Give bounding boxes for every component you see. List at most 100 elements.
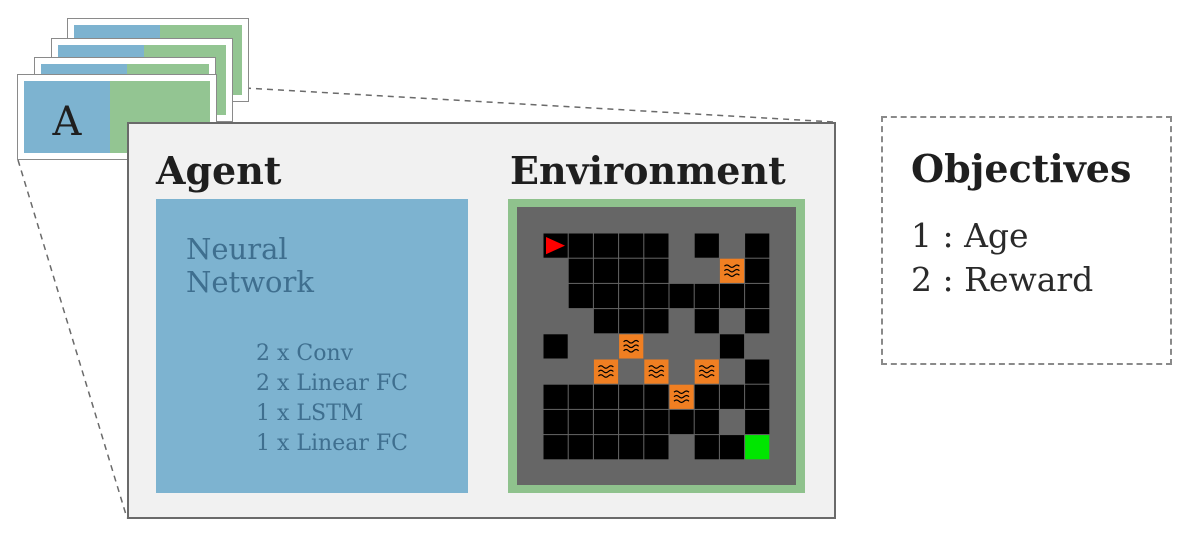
layer-item: 2 x Conv [256,341,354,366]
lava-wave-icon [723,268,740,273]
grid-lava-cell [719,258,745,283]
grid-floor-cell [619,309,644,334]
grid-wall-cell [543,258,568,283]
grid-floor-cell [593,309,619,334]
grid-floor-cell [568,233,593,258]
grid-floor-cell [745,309,770,334]
grid-floor-cell [619,409,644,435]
grid-floor-cell [619,435,644,460]
grid-floor-cell [619,283,644,309]
neural-network-box: Neural Network 2 x Conv 2 x Linear FC 1 … [156,199,468,493]
grid-floor-cell [644,258,669,283]
grid-floor-cell [745,283,770,309]
lava-wave-icon [673,390,690,395]
grid-floor-cell [719,334,745,359]
network-title: Neural Network [186,232,314,300]
grid-wall-cell [745,334,770,359]
grid-floor-cell [619,233,644,258]
grid-floor-cell [593,435,619,460]
grid-lava-cell [644,359,669,384]
environment-frame [508,199,805,493]
lava-wave-icon [623,339,640,344]
grid-wall-cell [543,359,568,384]
network-title-line1: Neural [186,232,288,266]
lava-wave-icon [648,365,665,369]
grid-floor-cell [745,409,770,435]
lava-wave-icon [648,374,665,378]
grid-wall-cell [568,359,593,384]
grid-wall-cell [543,309,568,334]
grid-floor-cell [568,283,593,309]
grid-wall-cell [669,309,694,334]
grid-wall-cell [694,334,719,359]
grid-floor-cell [568,435,593,460]
grid-floor-cell [644,283,669,309]
grid-floor-cell [543,409,568,435]
network-title-line2: Network [186,265,314,300]
grid-floor-cell [644,409,669,435]
lava-wave-icon [623,348,640,353]
grid-floor-cell [568,409,593,435]
grid-floor-cell [669,409,694,435]
grid-goal-cell [745,435,770,460]
grid-floor-cell [543,435,568,460]
lava-wave-icon [673,394,690,399]
layer-list: 2 x Conv 2 x Linear FC 1 x LSTM 1 x Line… [256,339,408,459]
grid-wall-cell [644,334,669,359]
grid-floor-cell [745,384,770,409]
lava-wave-icon [597,369,614,374]
grid-floor-cell [745,233,770,258]
grid-floor-cell [593,258,619,283]
lava-wave-icon [673,399,690,404]
agent-heading: Agent [156,148,282,193]
lava-wave-icon [698,365,715,369]
grid-floor-cell [669,283,694,309]
grid-floor-cell [694,283,719,309]
grid-floor-cell [619,384,644,409]
grid-floor-cell [593,283,619,309]
grid-floor-cell [719,435,745,460]
grid-floor-cell [543,384,568,409]
grid-wall-cell [669,233,694,258]
grid-wall-cell [619,359,644,384]
lava-wave-icon [723,264,740,269]
grid-floor-cell [568,258,593,283]
grid-floor-cell [644,435,669,460]
grid-wall-cell [593,334,619,359]
grid-wall-cell [669,258,694,283]
grid-lava-cell [694,359,719,384]
grid-floor-cell [644,233,669,258]
layer-item: 2 x Linear FC [256,371,408,396]
grid-wall-cell [669,435,694,460]
objectives-list: 1 : Age 2 : Reward [911,214,1093,302]
grid-floor-cell [694,309,719,334]
grid-wall-cell [719,359,745,384]
grid-floor-cell [593,384,619,409]
objective-item: 2 : Reward [911,260,1094,299]
grid-wall-cell [694,258,719,283]
grid-wall-cell [669,334,694,359]
lava-wave-icon [597,365,614,369]
lava-wave-icon [648,369,665,374]
lava-wave-icon [597,374,614,378]
objectives-heading: Objectives [911,146,1132,191]
gridworld [517,207,796,485]
grid-wall-cell [719,409,745,435]
agent-letter: A [52,99,82,145]
grid-floor-cell [543,334,568,359]
agent-arrow-icon [546,237,565,255]
grid-floor-cell [644,309,669,334]
grid-wall-cell [568,309,593,334]
lava-wave-icon [698,374,715,378]
grid-wall-cell [543,283,568,309]
grid-floor-cell [694,384,719,409]
grid-floor-cell [719,283,745,309]
grid-lava-cell [593,359,619,384]
lava-wave-icon [723,273,740,278]
grid-floor-cell [593,233,619,258]
environment-heading: Environment [510,148,786,193]
grid-wall-cell [719,233,745,258]
grid-wall-cell [568,334,593,359]
layer-item: 1 x LSTM [256,401,364,426]
grid-lava-cell [669,384,694,409]
